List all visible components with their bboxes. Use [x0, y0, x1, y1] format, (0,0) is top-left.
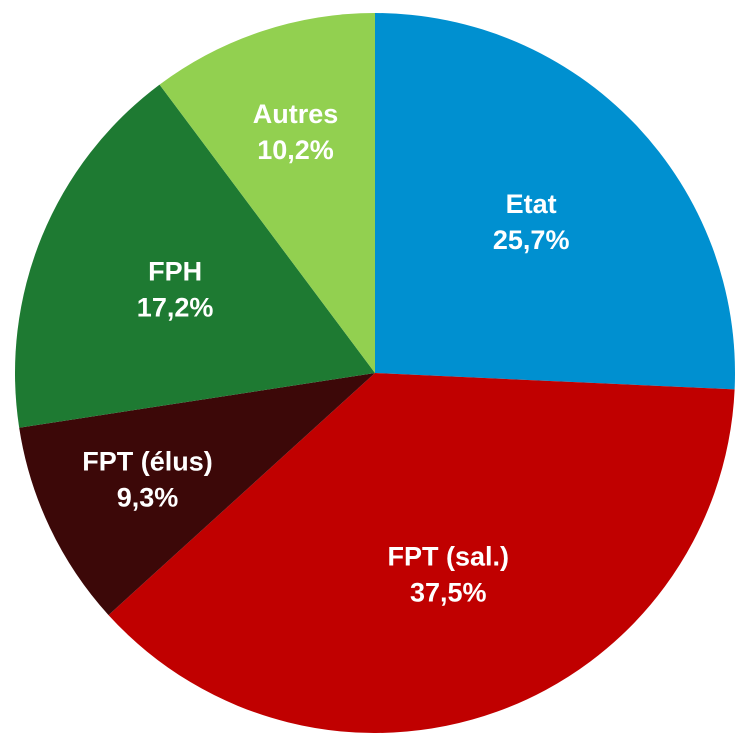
pie-slice — [375, 13, 735, 390]
pie-slice — [19, 373, 375, 616]
slice-name: FPT (sal.) — [387, 541, 509, 571]
pie-slice — [159, 13, 375, 373]
slice-value: 37,5% — [410, 577, 487, 607]
slice-name: FPT (élus) — [82, 447, 213, 477]
slice-name: Etat — [506, 189, 557, 219]
pie-slice — [108, 373, 735, 733]
slice-value: 17,2% — [137, 292, 214, 322]
slice-value: 9,3% — [117, 483, 179, 513]
slice-value: 10,2% — [257, 135, 334, 165]
slice-name: Autres — [253, 99, 339, 129]
slice-name: FPH — [148, 256, 202, 286]
pie-slice — [14, 84, 375, 428]
slice-value: 25,7% — [493, 225, 570, 255]
